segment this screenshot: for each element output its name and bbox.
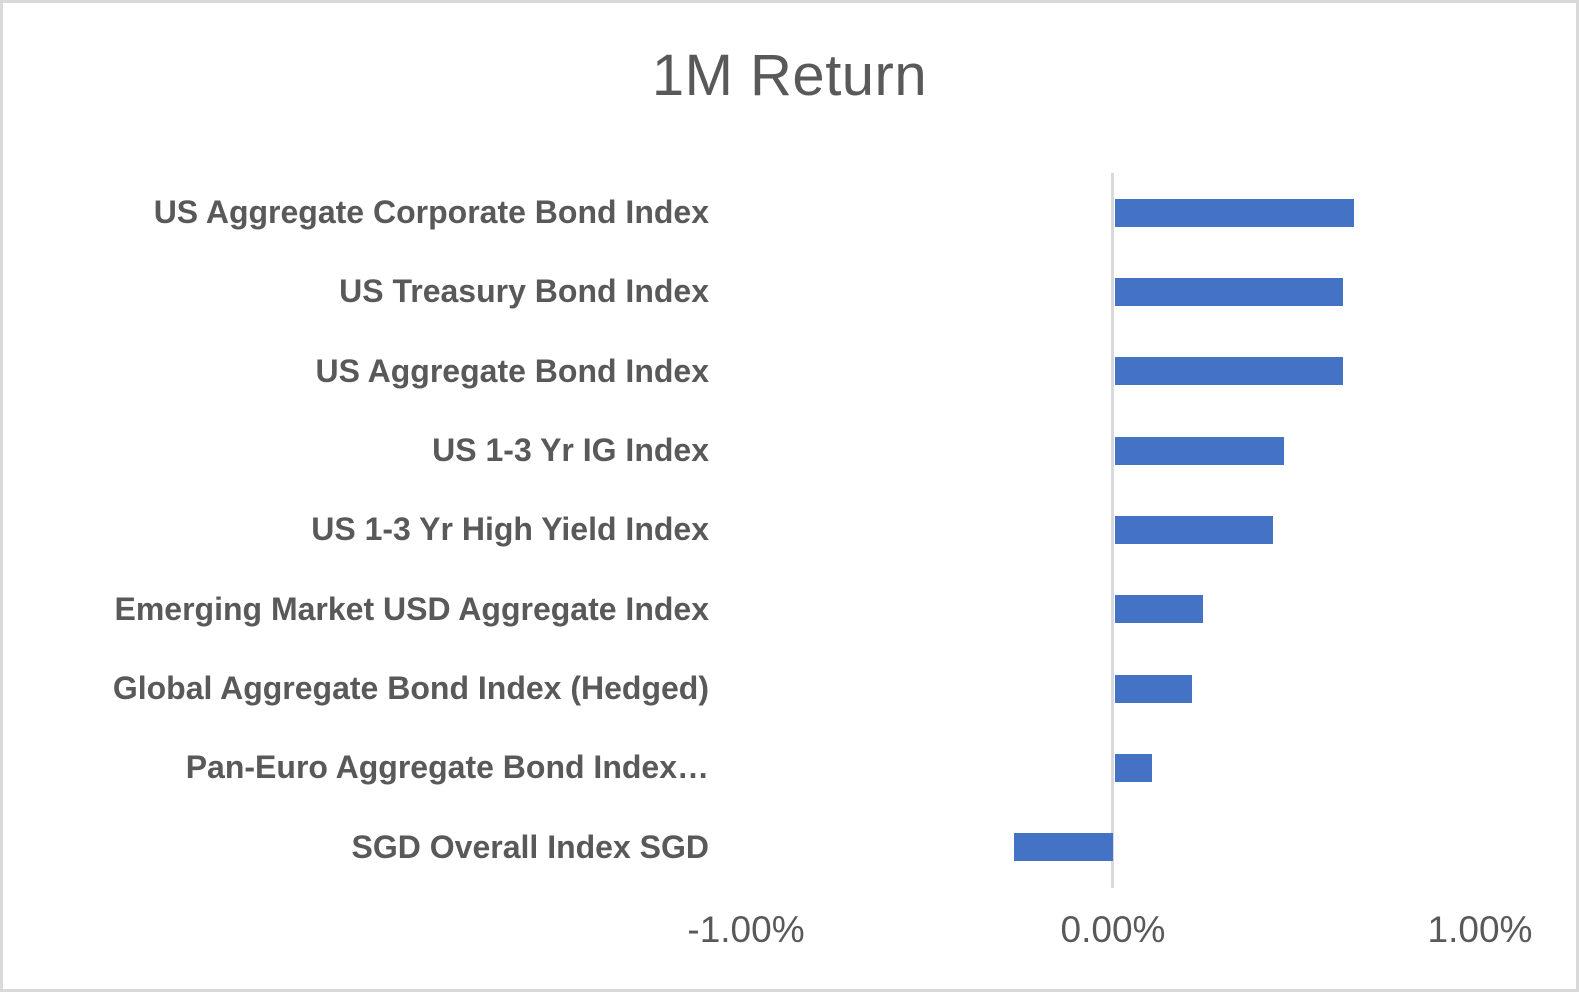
chart-row: US Aggregate Corporate Bond Index bbox=[3, 173, 1576, 252]
x-tick-label: 1.00% bbox=[1427, 909, 1533, 950]
bar bbox=[1013, 833, 1113, 862]
zero-axis-line bbox=[1111, 173, 1114, 888]
category-label: US 1-3 Yr High Yield Index bbox=[311, 511, 709, 548]
category-label: SGD Overall Index SGD bbox=[351, 828, 709, 865]
category-label: Global Aggregate Bond Index (Hedged) bbox=[112, 670, 709, 707]
category-label: US 1-3 Yr IG Index bbox=[432, 432, 709, 469]
bar bbox=[1115, 436, 1284, 465]
category-label: Emerging Market USD Aggregate Index bbox=[114, 590, 710, 627]
x-tick-label: -1.00% bbox=[687, 909, 805, 950]
bar bbox=[1115, 753, 1152, 782]
chart-row: SGD Overall Index SGD bbox=[3, 808, 1576, 887]
chart-row: US Aggregate Bond Index bbox=[3, 332, 1576, 411]
category-label: US Aggregate Corporate Bond Index bbox=[153, 194, 709, 231]
chart-title: 1M Return bbox=[651, 43, 928, 108]
bar bbox=[1115, 515, 1273, 544]
x-tick-label: 0.00% bbox=[1060, 909, 1166, 950]
category-label: US Aggregate Bond Index bbox=[315, 352, 709, 389]
bar bbox=[1115, 357, 1343, 386]
bar bbox=[1115, 674, 1193, 703]
chart-row: Pan-Euro Aggregate Bond Index… bbox=[3, 728, 1576, 807]
chart-row: US 1-3 Yr High Yield Index bbox=[3, 490, 1576, 569]
bar bbox=[1115, 595, 1204, 624]
bar bbox=[1115, 198, 1354, 227]
chart-row: Global Aggregate Bond Index (Hedged) bbox=[3, 649, 1576, 728]
category-label: US Treasury Bond Index bbox=[339, 273, 709, 310]
chart-row: Emerging Market USD Aggregate Index bbox=[3, 570, 1576, 649]
category-label: Pan-Euro Aggregate Bond Index… bbox=[185, 749, 709, 786]
bar bbox=[1115, 277, 1343, 306]
chart-row: US 1-3 Yr IG Index bbox=[3, 411, 1576, 490]
chart-row: US Treasury Bond Index bbox=[3, 252, 1576, 331]
